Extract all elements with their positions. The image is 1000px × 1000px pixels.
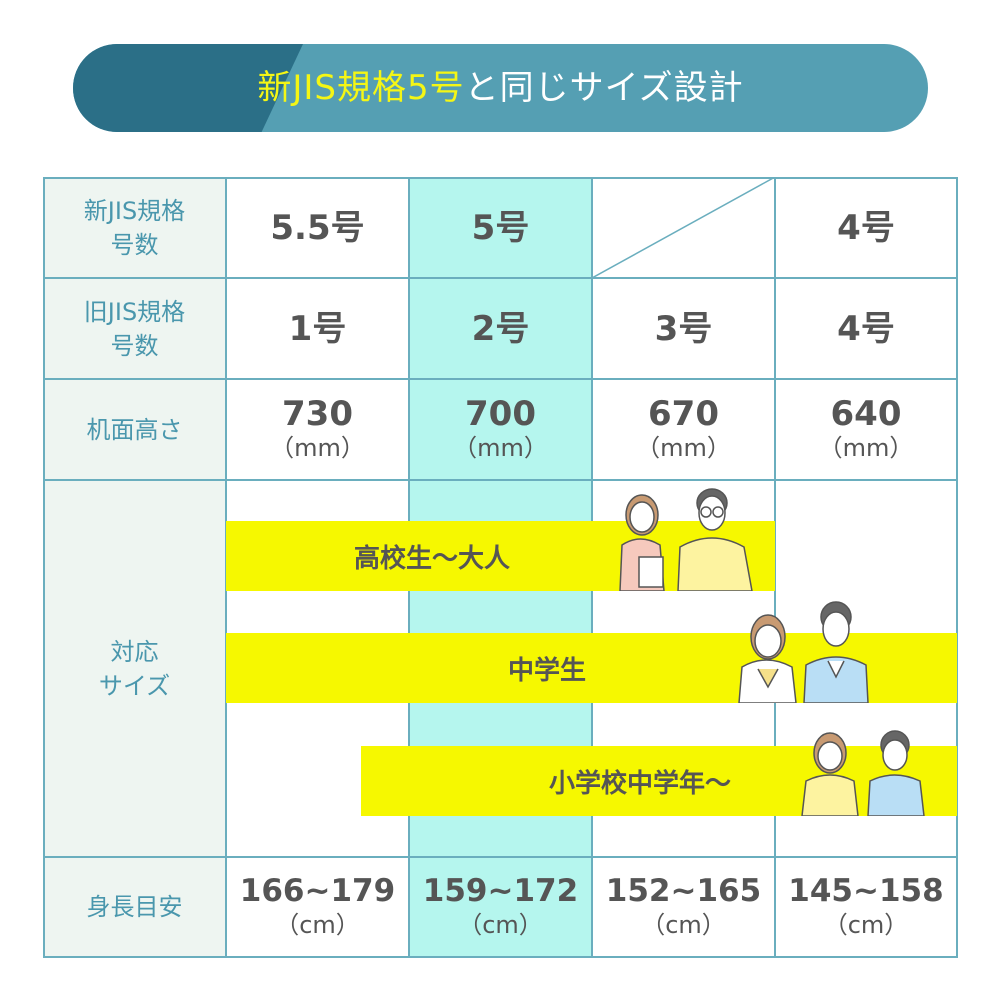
banner-accent (73, 44, 303, 132)
bar-label: 小学校中学年～ (549, 768, 732, 799)
title-rest: と同じサイズ設計 (464, 68, 744, 108)
cell: 3号 (592, 278, 775, 379)
cell: 152~165 （cm） (592, 857, 775, 957)
illustration-elementary-students (801, 730, 925, 816)
cell-unit: （cm） (275, 911, 360, 939)
cell: 166~179 （cm） (226, 857, 409, 957)
label-line: 旧JIS規格 (83, 297, 186, 326)
bar-label: 高校生～大人 (354, 543, 511, 574)
grid-line (43, 856, 957, 858)
label-line: 新JIS規格 (83, 196, 186, 225)
cell-value: 670 (648, 393, 719, 434)
cell-value: 4号 (837, 308, 895, 349)
label-line: サイズ (98, 671, 171, 700)
cell: 159~172 （cm） (409, 857, 592, 957)
row-label-desk-height: 机面高さ (43, 379, 226, 480)
cell-unit: （mm） (636, 433, 731, 462)
cell-unit: （mm） (453, 433, 548, 462)
illustration-highschool-students (619, 488, 753, 591)
empty-cell-diagonal (592, 177, 775, 278)
row-label-size: 対応 サイズ (43, 480, 226, 857)
label-line: 号数 (110, 230, 159, 259)
row-label-new-jis: 新JIS規格 号数 (43, 177, 226, 278)
cell-value: 5号 (471, 207, 530, 248)
cell: 145~158 （cm） (775, 857, 957, 957)
cell-value: 3号 (654, 308, 713, 349)
title-banner: 新JIS規格5号と同じサイズ設計 (73, 44, 928, 132)
grid-line (956, 177, 958, 958)
grid-line (43, 177, 45, 958)
cell: 1号 (226, 278, 409, 379)
cell-unit: （mm） (270, 433, 365, 462)
cell-value: 2号 (471, 308, 530, 349)
label-line: 机面高さ (86, 415, 183, 444)
cell-value: 159~172 (422, 873, 579, 909)
cell: 5.5号 (226, 177, 409, 278)
cell-unit: （cm） (641, 911, 726, 939)
banner-title: 新JIS規格5号と同じサイズ設計 (73, 44, 928, 132)
cell-unit: （cm） (458, 911, 543, 939)
cell-value: 5.5号 (270, 207, 365, 248)
cell: 700 （mm） (409, 379, 592, 480)
cell-value: 145~158 (788, 873, 944, 909)
label-line: 身長目安 (86, 893, 183, 921)
grid-line (43, 378, 957, 380)
label-line: 対応 (110, 637, 159, 666)
cell: 4号 (775, 177, 957, 278)
grid-line (43, 177, 957, 179)
cell-value: 166~179 (239, 873, 396, 909)
grid-line (43, 956, 957, 958)
size-bar-elementary: 小学校中学年～ (361, 746, 957, 816)
cell-unit: （cm） (823, 911, 909, 939)
cell: 2号 (409, 278, 592, 379)
cell-value: 730 (282, 393, 353, 434)
cell: 640 （mm） (775, 379, 957, 480)
cell-value: 1号 (288, 308, 347, 349)
grid-line (774, 177, 776, 958)
illustration-junior-high-students (738, 601, 869, 703)
grid-line (43, 479, 957, 481)
cell: 5号 (409, 177, 592, 278)
cell-unit: （mm） (818, 433, 914, 462)
cell: 670 （mm） (592, 379, 775, 480)
bar-label: 中学生 (508, 655, 587, 686)
row-label-height: 身長目安 (43, 857, 226, 957)
label-line: 号数 (110, 331, 159, 360)
cell-value: 4号 (837, 207, 895, 248)
cell: 4号 (775, 278, 957, 379)
row-label-old-jis: 旧JIS規格 号数 (43, 278, 226, 379)
cell-value: 640 (830, 393, 902, 434)
title-highlight: 新JIS規格5号 (257, 68, 465, 108)
cell-value: 700 (465, 393, 536, 434)
grid-line (43, 277, 957, 279)
cell: 730 （mm） (226, 379, 409, 480)
cell-value: 152~165 (605, 873, 762, 909)
